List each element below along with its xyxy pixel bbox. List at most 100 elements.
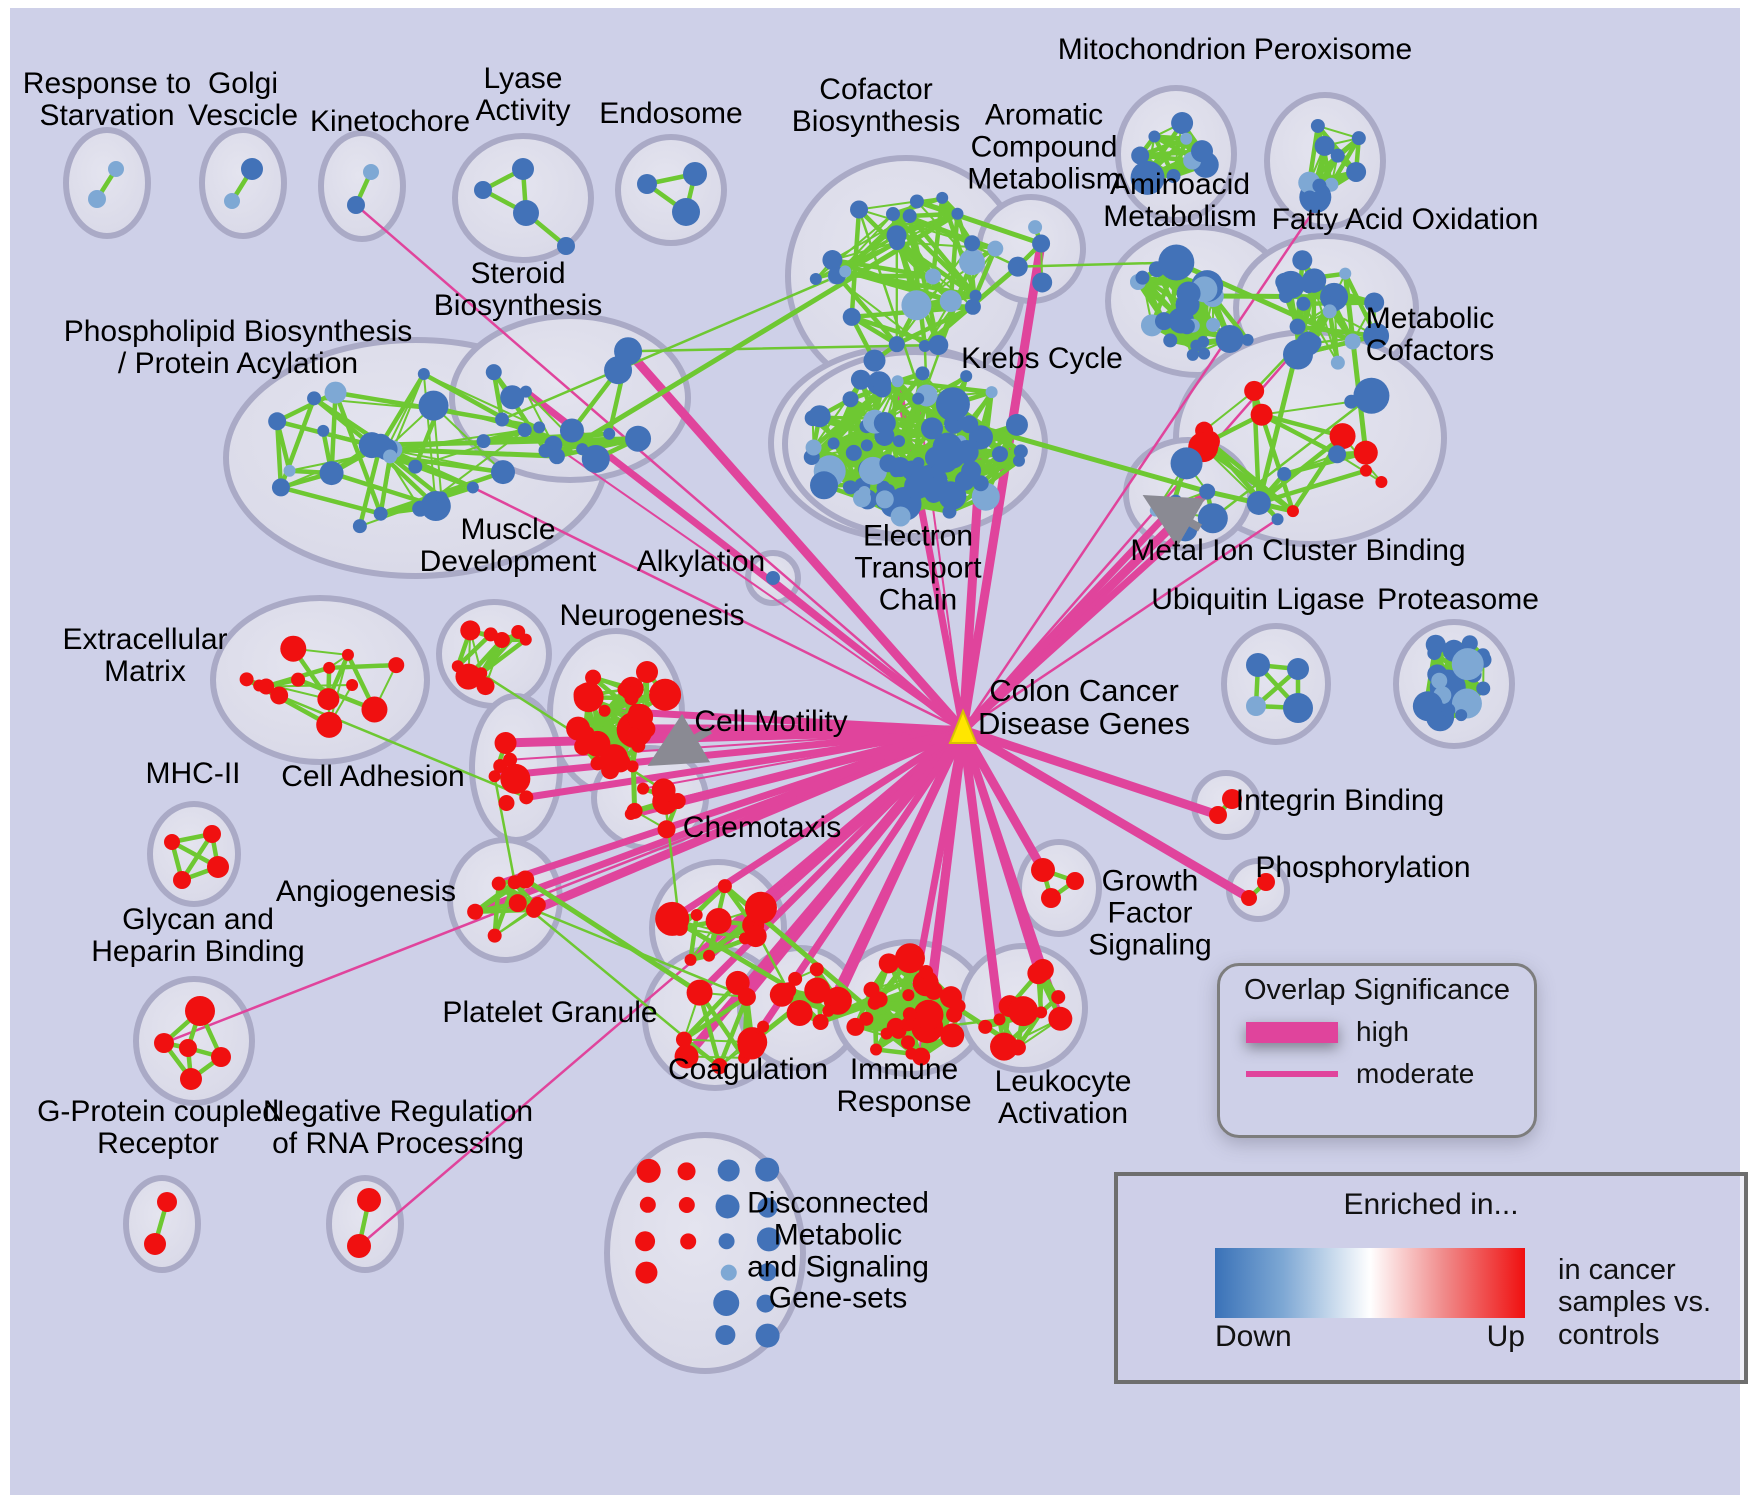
gene-set-node[interactable] — [185, 996, 215, 1026]
gene-set-node[interactable] — [635, 1231, 656, 1252]
gene-set-node[interactable] — [1190, 339, 1203, 352]
gene-set-node[interactable] — [600, 744, 629, 773]
gene-set-node[interactable] — [241, 158, 263, 180]
gene-set-node[interactable] — [1008, 996, 1039, 1027]
gene-set-node[interactable] — [1007, 256, 1028, 277]
gene-set-node[interactable] — [1031, 858, 1055, 882]
gene-set-node[interactable] — [939, 986, 962, 1009]
gene-set-node[interactable] — [1222, 789, 1242, 809]
gene-set-node[interactable] — [842, 307, 861, 326]
gene-set-node[interactable] — [637, 782, 650, 795]
gene-set-node[interactable] — [324, 381, 347, 404]
gene-set-node[interactable] — [1330, 148, 1345, 163]
gene-set-node[interactable] — [677, 1162, 696, 1181]
gene-set-node[interactable] — [969, 289, 982, 302]
gene-set-node[interactable] — [810, 471, 839, 500]
gene-set-node[interactable] — [928, 335, 949, 356]
gene-set-node[interactable] — [1166, 169, 1181, 184]
gene-set-node[interactable] — [624, 807, 637, 820]
gene-set-node[interactable] — [756, 1294, 775, 1313]
gene-set-node[interactable] — [737, 987, 756, 1006]
gene-set-node[interactable] — [960, 415, 979, 434]
gene-set-node[interactable] — [715, 1194, 740, 1219]
gene-set-node[interactable] — [991, 446, 1008, 463]
gene-set-node[interactable] — [1206, 317, 1221, 332]
gene-set-node[interactable] — [316, 711, 343, 738]
gene-set-node[interactable] — [488, 770, 501, 783]
gene-set-node[interactable] — [363, 164, 379, 180]
gene-set-node[interactable] — [669, 793, 686, 810]
gene-set-node[interactable] — [483, 627, 498, 642]
gene-set-node[interactable] — [1241, 333, 1254, 346]
gene-set-node[interactable] — [513, 200, 539, 226]
gene-set-node[interactable] — [573, 684, 594, 705]
gene-set-node[interactable] — [909, 194, 924, 209]
gene-set-node[interactable] — [878, 953, 899, 974]
gene-set-node[interactable] — [905, 475, 924, 494]
gene-set-node[interactable] — [1277, 466, 1292, 481]
gene-set-node[interactable] — [533, 421, 546, 434]
gene-set-node[interactable] — [1312, 178, 1327, 193]
gene-set-node[interactable] — [307, 391, 322, 406]
cluster-bubble-disconnected-gene-sets[interactable] — [604, 1132, 806, 1374]
gene-set-node[interactable] — [672, 198, 700, 226]
gene-set-node[interactable] — [686, 979, 713, 1006]
gene-set-node[interactable] — [500, 763, 531, 794]
gene-set-node[interactable] — [678, 1196, 695, 1213]
gene-set-node[interactable] — [585, 669, 602, 686]
gene-set-node[interactable] — [902, 989, 915, 1002]
gene-set-node[interactable] — [713, 1289, 740, 1316]
gene-set-node[interactable] — [154, 1033, 174, 1053]
gene-set-node[interactable] — [961, 460, 982, 481]
gene-set-node[interactable] — [886, 225, 907, 246]
gene-set-node[interactable] — [1028, 220, 1043, 235]
gene-set-node[interactable] — [357, 1188, 381, 1212]
gene-set-node[interactable] — [958, 249, 985, 276]
gene-set-node[interactable] — [529, 896, 546, 913]
gene-set-node[interactable] — [894, 943, 925, 974]
gene-set-node[interactable] — [1244, 380, 1265, 401]
gene-set-node[interactable] — [919, 965, 934, 980]
gene-set-node[interactable] — [805, 439, 822, 456]
gene-set-node[interactable] — [843, 480, 858, 495]
gene-set-node[interactable] — [985, 386, 998, 399]
gene-set-node[interactable] — [1344, 333, 1361, 350]
gene-set-node[interactable] — [690, 909, 703, 922]
gene-set-node[interactable] — [491, 876, 506, 891]
gene-set-node[interactable] — [319, 461, 344, 486]
gene-set-node[interactable] — [858, 486, 871, 499]
gene-set-node[interactable] — [179, 1039, 197, 1057]
gene-set-node[interactable] — [1250, 403, 1273, 426]
gene-set-node[interactable] — [839, 265, 852, 278]
gene-set-node[interactable] — [1163, 333, 1178, 348]
gene-set-node[interactable] — [912, 392, 925, 405]
gene-set-node[interactable] — [901, 290, 932, 321]
gene-set-node[interactable] — [990, 1032, 1019, 1061]
gene-set-node[interactable] — [808, 405, 831, 428]
gene-set-node[interactable] — [675, 1031, 692, 1048]
gene-set-node[interactable] — [203, 825, 221, 843]
gene-set-node[interactable] — [717, 879, 732, 894]
gene-set-node[interactable] — [1032, 234, 1051, 253]
gene-set-node[interactable] — [576, 443, 589, 456]
gene-set-node[interactable] — [711, 1058, 728, 1075]
gene-set-node[interactable] — [157, 1192, 177, 1212]
gene-set-node[interactable] — [258, 678, 275, 695]
gene-set-node[interactable] — [1292, 250, 1313, 271]
gene-set-node[interactable] — [655, 901, 690, 936]
gene-set-node[interactable] — [1215, 324, 1244, 353]
gene-set-node[interactable] — [674, 1044, 699, 1069]
gene-set-node[interactable] — [1246, 490, 1271, 515]
gene-set-node[interactable] — [636, 660, 659, 683]
gene-set-node[interactable] — [891, 375, 904, 388]
gene-set-node[interactable] — [951, 207, 964, 220]
gene-set-node[interactable] — [1035, 1006, 1048, 1019]
gene-set-node[interactable] — [720, 1264, 737, 1281]
gene-set-node[interactable] — [1032, 272, 1053, 293]
gene-set-node[interactable] — [1171, 112, 1194, 135]
gene-set-node[interactable] — [1461, 635, 1478, 652]
gene-set-node[interactable] — [474, 181, 492, 199]
gene-set-node[interactable] — [1199, 483, 1216, 500]
gene-set-node[interactable] — [912, 457, 925, 470]
gene-set-node[interactable] — [1170, 447, 1203, 480]
